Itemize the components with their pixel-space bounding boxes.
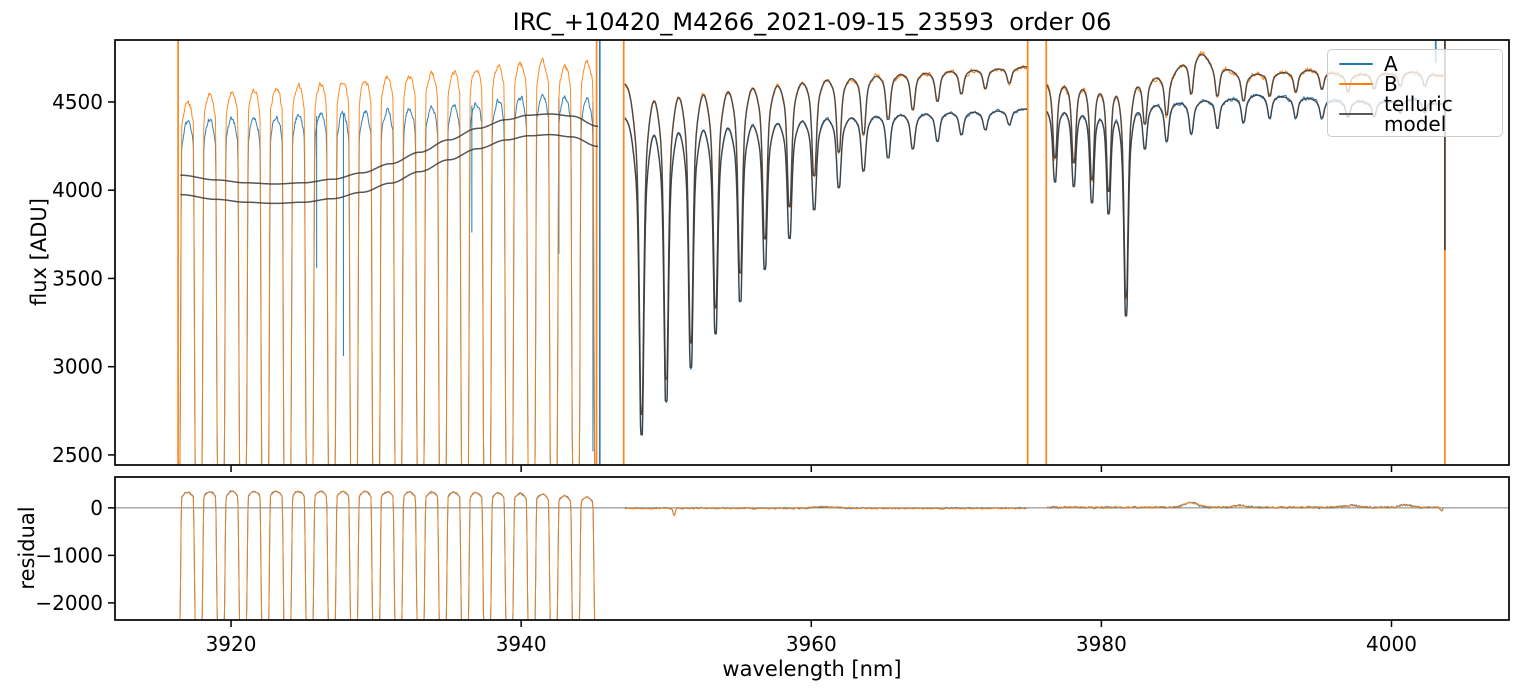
legend: A B telluric model — [1327, 49, 1503, 137]
x-tick-label: 3980 — [1076, 632, 1127, 656]
y-tick-label-flux: 2500 — [52, 443, 103, 467]
y-tick-label-flux: 3000 — [52, 355, 103, 379]
y-tick-label-flux: 3500 — [52, 266, 103, 290]
x-tick-label: 3920 — [206, 632, 257, 656]
legend-label-telluric-model: telluric model — [1384, 92, 1453, 136]
x-tick-label: 3960 — [786, 632, 837, 656]
series-telluric-model-continuum-lower — [180, 133, 598, 205]
legend-row-telluric-model: telluric model — [1328, 94, 1502, 134]
x-axis-label: wavelength [nm] — [722, 657, 902, 681]
legend-label-a: A — [1384, 52, 1398, 76]
residual-B-segment-1 — [179, 490, 596, 620]
residual-B-segment-2 — [624, 505, 1028, 517]
residual-panel-frame — [114, 476, 1510, 621]
legend-row-b: B — [1328, 74, 1502, 94]
series-telluric-model-continuum-upper — [180, 113, 598, 185]
legend-line-sample-a — [1339, 62, 1373, 66]
plot-title: IRC_+10420_M4266_2021-09-15_23593 order … — [512, 8, 1112, 36]
y-tick-label-flux: 4500 — [52, 90, 103, 114]
y-tick-label-residual: −1000 — [35, 543, 103, 567]
legend-label-b: B — [1384, 72, 1398, 96]
y-axis-label-flux: flux [ADU] — [27, 198, 51, 306]
series-A-segment-2 — [624, 107, 1028, 435]
y-tick-label-residual: 0 — [90, 496, 103, 520]
series-B-segment-1 — [179, 57, 596, 465]
y-axis-label-residual: residual — [15, 506, 39, 590]
residual-B-segment-3 — [1046, 501, 1444, 512]
x-tick-label: 3940 — [496, 632, 547, 656]
y-tick-label-flux: 4000 — [52, 178, 103, 202]
x-tick-label: 4000 — [1366, 632, 1417, 656]
series-telluric-model-A-segment-2 — [624, 108, 1028, 436]
legend-line-sample-telluric-model — [1339, 112, 1373, 116]
legend-line-sample-b — [1339, 82, 1373, 86]
y-tick-label-residual: −2000 — [35, 591, 103, 615]
legend-row-a: A — [1328, 54, 1502, 74]
